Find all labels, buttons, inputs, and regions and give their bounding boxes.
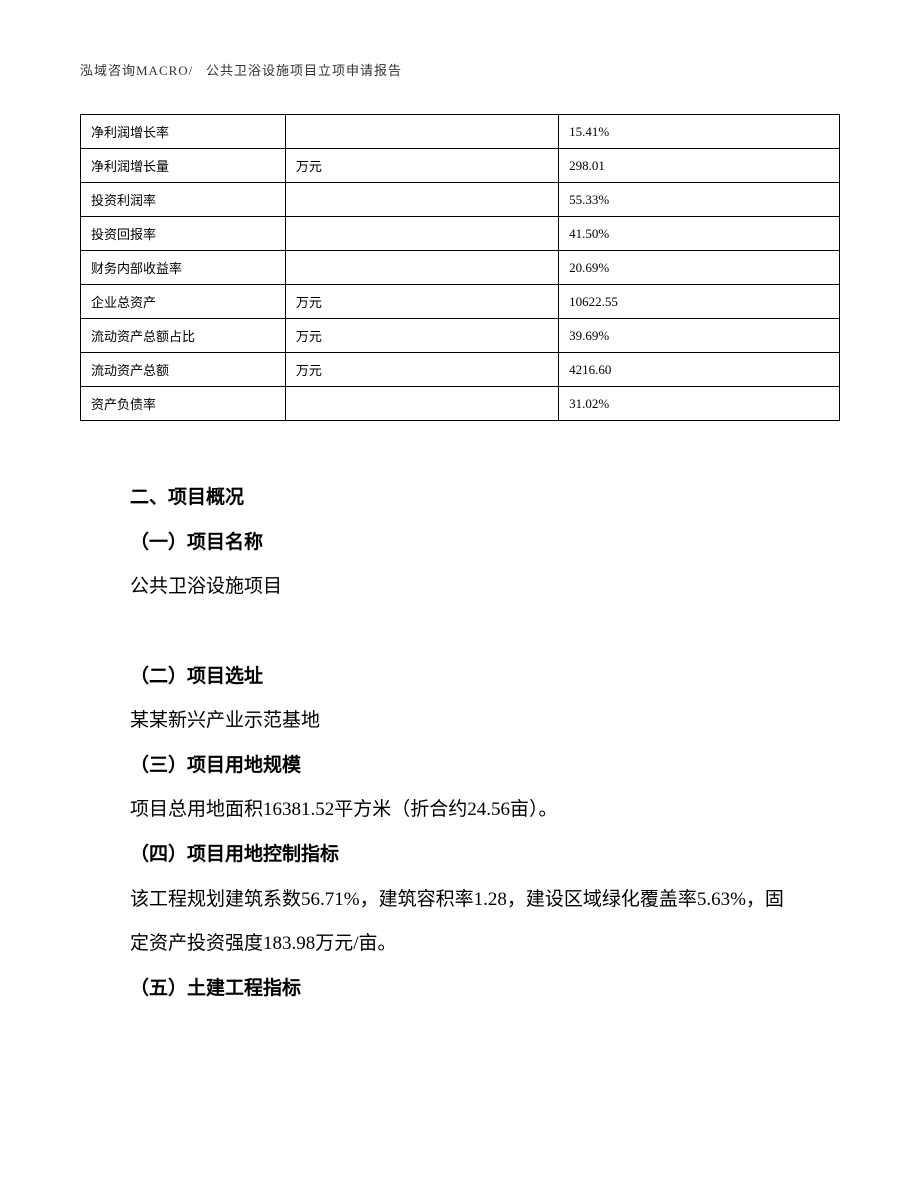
row-label: 流动资产总额占比: [81, 319, 286, 353]
subsection-body-1: 公共卫浴设施项目: [130, 565, 790, 610]
subsection-body-3: 项目总用地面积16381.52平方米（折合约24.56亩）。: [130, 788, 790, 833]
row-label: 投资回报率: [81, 217, 286, 251]
row-unit: [285, 115, 558, 149]
row-unit: 万元: [285, 149, 558, 183]
row-unit: 万元: [285, 285, 558, 319]
table-row: 资产负债率 31.02%: [81, 387, 840, 421]
table-row: 财务内部收益率 20.69%: [81, 251, 840, 285]
row-value: 4216.60: [559, 353, 840, 387]
table-row: 流动资产总额占比 万元 39.69%: [81, 319, 840, 353]
row-label: 投资利润率: [81, 183, 286, 217]
table-row: 净利润增长率 15.41%: [81, 115, 840, 149]
row-unit: [285, 217, 558, 251]
table-row: 企业总资产 万元 10622.55: [81, 285, 840, 319]
table-row: 净利润增长量 万元 298.01: [81, 149, 840, 183]
row-unit: 万元: [285, 319, 558, 353]
subsection-title-4: （四）项目用地控制指标: [130, 833, 790, 878]
row-value: 298.01: [559, 149, 840, 183]
row-value: 15.41%: [559, 115, 840, 149]
row-label: 企业总资产: [81, 285, 286, 319]
subsection-title-1: （一）项目名称: [130, 521, 790, 566]
row-label: 流动资产总额: [81, 353, 286, 387]
subsection-title-5: （五）土建工程指标: [130, 967, 790, 1012]
row-unit: [285, 387, 558, 421]
row-label: 财务内部收益率: [81, 251, 286, 285]
subsection-body-2: 某某新兴产业示范基地: [130, 699, 790, 744]
row-label: 净利润增长量: [81, 149, 286, 183]
document-body: 二、项目概况 （一）项目名称 公共卫浴设施项目 （二）项目选址 某某新兴产业示范…: [80, 476, 840, 1012]
row-label: 净利润增长率: [81, 115, 286, 149]
financial-table: 净利润增长率 15.41% 净利润增长量 万元 298.01 投资利润率 55.…: [80, 114, 840, 421]
table-row: 投资回报率 41.50%: [81, 217, 840, 251]
subsection-body-4: 该工程规划建筑系数56.71%，建筑容积率1.28，建设区域绿化覆盖率5.63%…: [80, 878, 790, 967]
row-value: 39.69%: [559, 319, 840, 353]
header-doc-title: 公共卫浴设施项目立项申请报告: [206, 63, 402, 78]
row-label: 资产负债率: [81, 387, 286, 421]
main-section-heading: 二、项目概况: [130, 476, 790, 521]
row-unit: [285, 183, 558, 217]
row-value: 41.50%: [559, 217, 840, 251]
row-value: 10622.55: [559, 285, 840, 319]
table-row: 流动资产总额 万元 4216.60: [81, 353, 840, 387]
row-unit: [285, 251, 558, 285]
row-unit: 万元: [285, 353, 558, 387]
subsection-title-2: （二）项目选址: [130, 655, 790, 700]
row-value: 20.69%: [559, 251, 840, 285]
row-value: 55.33%: [559, 183, 840, 217]
header-company: 泓域咨询MACRO/: [80, 63, 193, 78]
table-row: 投资利润率 55.33%: [81, 183, 840, 217]
page-header: 泓域咨询MACRO/ 公共卫浴设施项目立项申请报告: [80, 60, 840, 79]
subsection-title-3: （三）项目用地规模: [130, 744, 790, 789]
row-value: 31.02%: [559, 387, 840, 421]
blank-line: [130, 610, 790, 655]
